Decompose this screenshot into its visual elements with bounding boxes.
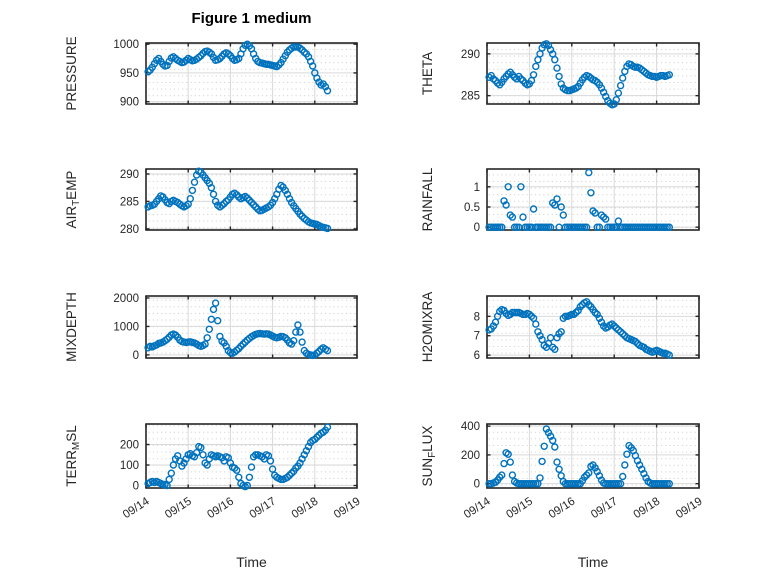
y-tick-label: 900 <box>120 97 139 109</box>
y-tick-label: 2000 <box>113 293 139 305</box>
y-axis-label-terr-msl: TERRMSL <box>64 425 82 487</box>
data-points-mixdepth <box>144 299 332 360</box>
x-axis-label-left: Time <box>236 554 267 570</box>
x-tick-label: 09/16 <box>547 495 578 521</box>
x-tick-label: 09/17 <box>248 495 279 521</box>
subplot-air-temp: 280 285 290 AIRTEMP <box>64 167 358 236</box>
y-tick-label: 6 <box>474 350 480 362</box>
tick-marks <box>145 43 358 104</box>
y-axis-label-mixdepth: MIXDEPTH <box>64 292 79 362</box>
y-tick-label: 8 <box>474 311 480 323</box>
y-axis-label-rainfall: RAINFALL <box>420 167 435 231</box>
subplot-sun-flux: 0 200 400 09/14 09/15 09/16 09/17 09/18 09/19 SUN… <box>420 421 705 521</box>
minor-grid <box>487 424 699 488</box>
y-axis-label-sun-flux: SUNFLUX <box>420 426 438 487</box>
x-tick-label: 09/18 <box>290 495 321 521</box>
x-tick-label: 09/18 <box>632 495 663 521</box>
tick-marks <box>145 169 358 230</box>
x-tick-label: 09/19 <box>332 495 363 521</box>
y-tick-label: 0.5 <box>464 202 480 214</box>
data-points-air-temp <box>144 167 332 233</box>
subplot-theta: 285 290 THETA <box>420 40 700 109</box>
data-points-h2omixra <box>485 298 673 359</box>
y-tick-label: 1000 <box>113 321 139 333</box>
y-tick-label: 0 <box>474 479 480 491</box>
y-tick-label: 0 <box>133 350 139 362</box>
minor-grid <box>146 296 357 358</box>
y-tick-label: 100 <box>120 460 139 472</box>
figure-title: Figure 1 medium <box>191 10 312 27</box>
y-tick-label: 0 <box>133 481 139 493</box>
subplot-pressure: 900 950 1000 PRESSURE <box>64 36 358 111</box>
tick-marks <box>486 296 700 358</box>
y-tick-label: 1000 <box>113 39 139 51</box>
data-points-rainfall <box>485 168 673 231</box>
x-tick-label: 09/17 <box>589 495 620 521</box>
data-points-pressure <box>144 40 332 95</box>
subplot-rainfall: 0 0.5 1 RAINFALL <box>420 167 700 234</box>
axes-box <box>486 168 700 231</box>
x-tick-label: 09/15 <box>504 495 535 521</box>
y-tick-label: 290 <box>461 49 480 61</box>
y-tick-label: 950 <box>120 68 139 80</box>
x-tick-label: 09/14 <box>462 495 493 521</box>
y-tick-label: 400 <box>461 421 480 433</box>
y-tick-label: 0 <box>474 222 480 234</box>
axes-box <box>145 168 358 231</box>
x-tick-label: 09/15 <box>163 495 194 521</box>
axes-box <box>145 423 358 489</box>
x-tick-label: 09/16 <box>205 495 236 521</box>
major-grid <box>146 296 357 358</box>
y-tick-label: 285 <box>461 91 480 103</box>
y-tick-label: 280 <box>120 224 139 236</box>
subplot-h2omixra: 6 7 8 H2OMIXRA <box>420 292 700 363</box>
x-tick-label: 09/14 <box>121 495 152 521</box>
data-points-terr-msl <box>144 423 332 491</box>
y-axis-label-pressure: PRESSURE <box>64 36 79 110</box>
y-tick-label: 200 <box>461 450 480 462</box>
y-axis-label-theta: THETA <box>420 52 435 95</box>
y-tick-label: 285 <box>120 196 139 208</box>
axes-box <box>486 42 700 105</box>
minor-grid <box>146 43 357 104</box>
subplot-terr-msl: 0 100 200 09/14 09/15 09/16 09/17 09/18 09/19 TER… <box>64 423 363 521</box>
y-axis-label-air-temp: AIRTEMP <box>64 171 82 229</box>
x-axis-label-right: Time <box>577 554 609 570</box>
minor-grid <box>487 169 699 230</box>
y-tick-label: 7 <box>474 331 480 343</box>
y-axis-label-h2omixra: H2OMIXRA <box>420 292 435 363</box>
axes-box <box>486 423 700 489</box>
x-tick-label: 09/19 <box>674 495 705 521</box>
data-points-theta <box>485 40 673 109</box>
data-points-sun-flux <box>485 425 673 488</box>
y-tick-label: 1 <box>474 182 480 194</box>
y-tick-label: 290 <box>120 169 139 181</box>
y-tick-label: 200 <box>120 440 139 452</box>
subplot-mixdepth: 0 1000 2000 MIXDEPTH <box>64 292 358 362</box>
